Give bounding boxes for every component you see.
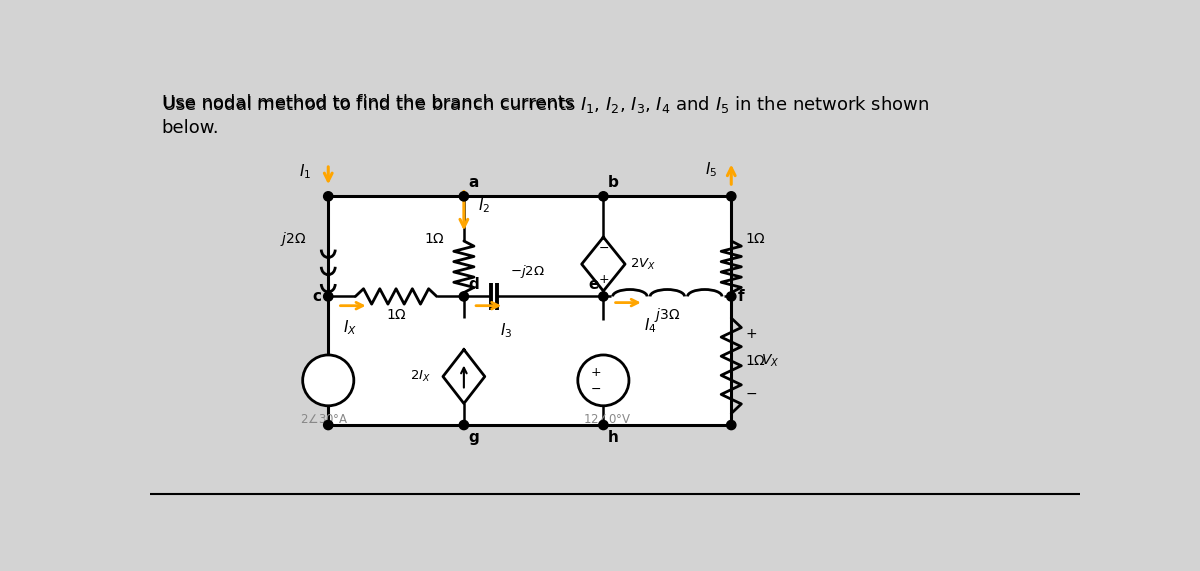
Circle shape: [727, 192, 736, 201]
Circle shape: [599, 192, 608, 201]
Text: $1\Omega$: $1\Omega$: [745, 354, 766, 368]
Text: $1\Omega$: $1\Omega$: [745, 232, 766, 246]
Text: $I_1$: $I_1$: [299, 162, 311, 181]
Text: b: b: [608, 175, 619, 190]
Text: $I_X$: $I_X$: [343, 318, 356, 337]
Circle shape: [460, 292, 468, 301]
Text: $V_X$: $V_X$: [761, 352, 779, 369]
Text: d: d: [468, 277, 479, 292]
Text: $I_3$: $I_3$: [500, 321, 512, 340]
Circle shape: [460, 420, 468, 429]
Text: $+$: $+$: [598, 273, 610, 286]
Text: below.: below.: [162, 119, 220, 138]
Text: $I_2$: $I_2$: [478, 196, 490, 215]
Text: Use nodal method to find the branch currents $I_1$, $I_2$, $I_3$, $I_4$ and $I_5: Use nodal method to find the branch curr…: [162, 94, 929, 115]
Circle shape: [324, 292, 332, 301]
Text: h: h: [608, 429, 619, 445]
Text: $+$: $+$: [590, 366, 601, 379]
Circle shape: [324, 420, 332, 429]
Text: $-$: $-$: [745, 386, 757, 400]
Circle shape: [578, 355, 629, 406]
Circle shape: [302, 355, 354, 406]
Text: $j3\Omega$: $j3\Omega$: [654, 305, 680, 324]
Text: $I_4$: $I_4$: [643, 316, 656, 335]
Text: $+$: $+$: [745, 327, 757, 341]
Text: c: c: [312, 289, 322, 304]
Text: $2V_X$: $2V_X$: [630, 256, 656, 272]
Text: $-$: $-$: [598, 240, 608, 254]
Text: a: a: [468, 175, 479, 190]
Circle shape: [727, 420, 736, 429]
Text: $2I_X$: $2I_X$: [410, 369, 431, 384]
Text: $2\angle30°$A: $2\angle30°$A: [300, 413, 349, 427]
Text: e: e: [588, 277, 599, 292]
Text: $1\Omega$: $1\Omega$: [424, 232, 444, 246]
FancyBboxPatch shape: [329, 196, 731, 425]
Circle shape: [727, 292, 736, 301]
Text: $j2\Omega$: $j2\Omega$: [280, 230, 306, 248]
Text: $-$: $-$: [590, 381, 601, 395]
Text: g: g: [468, 429, 479, 445]
Circle shape: [599, 420, 608, 429]
Text: $-j2\Omega$: $-j2\Omega$: [510, 263, 545, 279]
Text: Use nodal method to find the branch currents: Use nodal method to find the branch curr…: [162, 94, 580, 112]
Circle shape: [460, 192, 468, 201]
Text: f: f: [738, 289, 744, 304]
Circle shape: [599, 292, 608, 301]
Text: $12\angle0°$V: $12\angle0°$V: [583, 413, 631, 427]
Circle shape: [324, 192, 332, 201]
Text: $I_5$: $I_5$: [706, 160, 718, 179]
Text: $1\Omega$: $1\Omega$: [385, 308, 407, 322]
